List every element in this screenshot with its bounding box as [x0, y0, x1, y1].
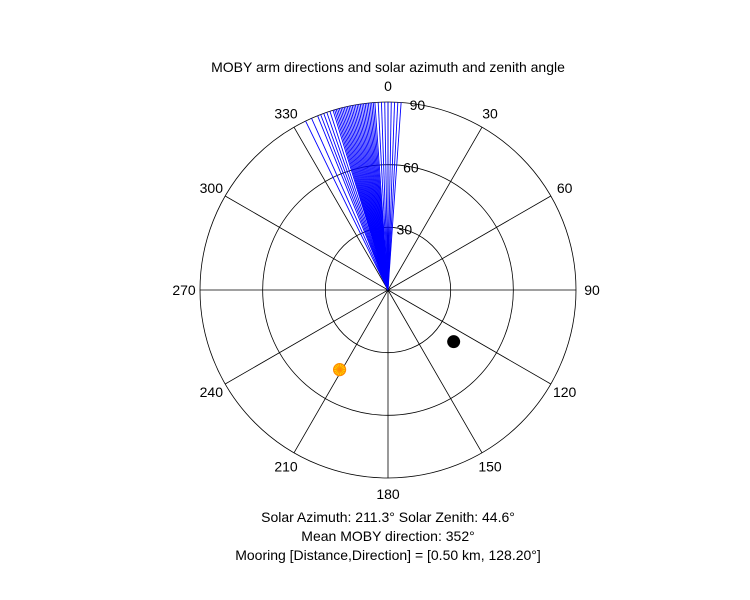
moby-arm-line-34: [377, 102, 389, 291]
r-tick-labels: 30 60 90: [397, 97, 426, 238]
mooring-marker: [447, 335, 461, 349]
grid-spoke-300: [224, 195, 389, 291]
theta-tick-label-270: 270: [172, 282, 196, 298]
moby-arm-line-6: [329, 111, 389, 291]
moby-arm-line-33: [374, 102, 389, 291]
grid-spoke-240: [224, 289, 389, 385]
grid-spoke-60: [387, 195, 552, 291]
theta-tick-labels: 0 30 60 90 120 150 180 210 240 270 300 330: [172, 78, 600, 502]
grid-spoke-30: [387, 126, 483, 291]
chart-title: MOBY arm directions and solar azimuth an…: [211, 59, 565, 75]
moby-arm-line-3: [320, 114, 389, 291]
solar-annotation: Solar Azimuth: 211.3° Solar Zenith: 44.6…: [261, 509, 515, 525]
theta-tick-label-120: 120: [553, 384, 577, 400]
theta-tick-label-210: 210: [274, 459, 298, 475]
moby-arm-line-41: [387, 102, 402, 291]
r-tick-label-30: 30: [397, 222, 413, 238]
grid-spoke-150: [387, 289, 483, 454]
mean-moby-annotation: Mean MOBY direction: 352°: [301, 528, 474, 544]
r-tick-label-90: 90: [410, 97, 426, 113]
theta-tick-label-30: 30: [482, 105, 498, 121]
grid-spoke-120: [387, 289, 552, 385]
moby-arm-line-35: [380, 102, 389, 291]
moby-arm-line-38: [387, 102, 392, 291]
theta-tick-label-330: 330: [274, 105, 298, 121]
markers: [332, 335, 461, 377]
theta-tick-label-60: 60: [557, 180, 573, 196]
moby-arm-line-1: [311, 118, 389, 291]
theta-tick-label-150: 150: [478, 459, 502, 475]
moby-arm-line-5: [326, 112, 389, 291]
moby-arm-line-0: [305, 120, 389, 291]
theta-tick-label-0: 0: [384, 78, 392, 94]
moby-arm-line-2: [317, 115, 389, 291]
moby-arm-line-4: [323, 113, 389, 291]
theta-tick-label-240: 240: [200, 384, 224, 400]
moby-arm-line-40: [387, 102, 399, 291]
moby-arm-line-36: [384, 102, 389, 291]
solar-position-marker: [332, 363, 347, 377]
grid-spoke-330: [293, 126, 389, 291]
mooring-annotation: Mooring [Distance,Direction] = [0.50 km,…: [235, 547, 541, 563]
moby-arm-line-39: [387, 102, 396, 291]
theta-tick-label-300: 300: [200, 180, 224, 196]
theta-tick-label-180: 180: [376, 486, 400, 502]
theta-tick-label-90: 90: [584, 282, 600, 298]
r-tick-label-60: 60: [403, 159, 419, 175]
moby-arm-lines: [305, 102, 402, 291]
